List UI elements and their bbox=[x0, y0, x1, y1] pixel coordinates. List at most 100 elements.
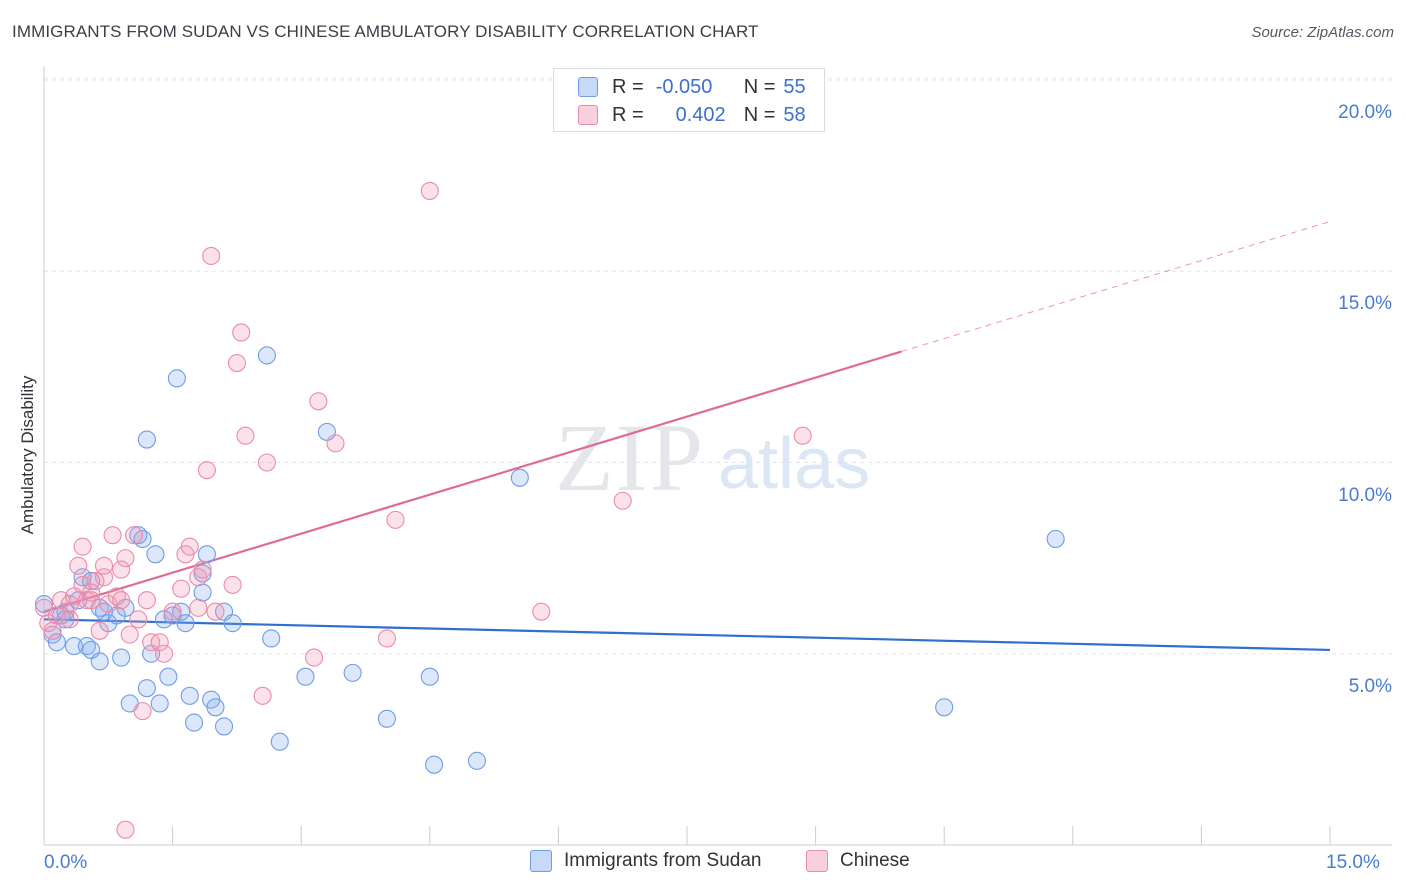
bottom-legend-chinese: Chinese bbox=[806, 850, 910, 872]
point-sudan bbox=[197, 545, 216, 564]
point-chinese bbox=[197, 461, 216, 480]
point-chinese bbox=[120, 625, 139, 644]
trend-line-chinese bbox=[43, 350, 902, 613]
point-chinese bbox=[172, 579, 191, 598]
point-chinese bbox=[163, 602, 182, 621]
point-chinese bbox=[154, 644, 174, 663]
point-sudan bbox=[257, 346, 276, 365]
point-chinese bbox=[94, 556, 114, 575]
point-sudan bbox=[146, 545, 165, 564]
point-sudan bbox=[1046, 529, 1065, 549]
legend-row-sudan: R = -0.050 N = 55 bbox=[554, 73, 806, 101]
legend-r-label-chinese: R = bbox=[612, 103, 644, 126]
legend-swatch-sudan bbox=[578, 77, 598, 97]
x-tick-label-max: 15.0% bbox=[1326, 852, 1380, 873]
watermark-zip: ZIP bbox=[555, 404, 705, 511]
y-tick-label: 15.0% bbox=[1338, 293, 1392, 315]
point-sudan bbox=[184, 713, 204, 732]
point-sudan bbox=[296, 667, 315, 686]
point-chinese bbox=[257, 453, 276, 472]
point-chinese bbox=[112, 591, 131, 610]
point-chinese bbox=[60, 594, 79, 614]
point-chinese bbox=[82, 583, 101, 602]
bottom-legend-label-sudan: Immigrants from Sudan bbox=[564, 850, 762, 871]
point-sudan bbox=[262, 629, 281, 648]
point-chinese bbox=[326, 434, 345, 453]
point-sudan bbox=[206, 698, 225, 717]
point-chinese bbox=[236, 426, 255, 445]
point-sudan bbox=[223, 614, 242, 633]
point-sudan bbox=[270, 732, 289, 751]
x-tick-label-min: 0.0% bbox=[44, 852, 88, 873]
point-sudan bbox=[47, 633, 66, 652]
bottom-legend-swatch-chinese bbox=[806, 850, 828, 872]
point-sudan bbox=[193, 583, 212, 602]
trend-line-sudan bbox=[43, 618, 1331, 652]
point-chinese bbox=[386, 510, 405, 529]
trend-lines bbox=[43, 221, 1331, 652]
point-chinese bbox=[202, 246, 221, 265]
point-sudan bbox=[180, 686, 199, 705]
y-tick-label: 5.0% bbox=[1348, 675, 1392, 697]
point-chinese bbox=[86, 572, 105, 591]
point-chinese bbox=[112, 560, 131, 579]
point-chinese bbox=[90, 621, 109, 640]
point-chinese bbox=[43, 621, 62, 640]
correlation-legend: R = -0.050 N = 55 R = 0.402 N = 58 bbox=[553, 68, 825, 132]
y-tick-label: 20.0% bbox=[1338, 102, 1392, 123]
point-chinese bbox=[309, 392, 328, 411]
point-chinese bbox=[189, 598, 208, 617]
point-chinese bbox=[206, 602, 225, 621]
point-sudan bbox=[176, 614, 195, 633]
point-chinese bbox=[69, 556, 88, 575]
y-tick-label: 10.0% bbox=[1338, 484, 1392, 506]
gridlines bbox=[44, 77, 1392, 655]
point-sudan bbox=[167, 369, 186, 388]
legend-r-value-sudan: -0.050 bbox=[655, 75, 713, 98]
point-sudan bbox=[137, 679, 156, 698]
point-sudan bbox=[510, 468, 529, 487]
point-chinese bbox=[253, 686, 272, 705]
point-chinese bbox=[180, 537, 199, 556]
point-chinese bbox=[420, 181, 439, 200]
point-chinese bbox=[305, 648, 324, 667]
point-chinese bbox=[73, 537, 92, 556]
point-sudan bbox=[137, 430, 156, 449]
legend-n-value-chinese: 58 bbox=[783, 103, 806, 126]
point-chinese bbox=[116, 549, 135, 568]
point-sudan bbox=[34, 594, 54, 614]
legend-row-chinese: R = 0.402 N = 58 bbox=[554, 101, 806, 129]
legend-r-label-sudan: R = bbox=[612, 75, 644, 98]
legend-n-value-sudan: 55 bbox=[783, 75, 806, 98]
point-chinese bbox=[82, 591, 101, 610]
chart-title: IMMIGRANTS FROM SUDAN VS CHINESE AMBULAT… bbox=[12, 22, 759, 41]
point-chinese bbox=[60, 610, 79, 629]
point-sudan bbox=[214, 717, 234, 736]
axes bbox=[43, 66, 1392, 846]
point-chinese bbox=[193, 560, 212, 579]
point-sudan bbox=[343, 663, 362, 682]
point-chinese bbox=[103, 526, 122, 545]
point-sudan bbox=[150, 694, 169, 713]
point-sudan bbox=[133, 529, 152, 549]
point-chinese bbox=[133, 702, 152, 721]
point-chinese bbox=[150, 633, 169, 652]
point-chinese bbox=[532, 602, 551, 621]
bottom-legend-swatch-sudan bbox=[530, 850, 552, 872]
point-chinese bbox=[793, 426, 812, 445]
point-chinese bbox=[137, 591, 156, 610]
point-chinese bbox=[129, 610, 148, 629]
point-sudan bbox=[90, 652, 109, 671]
trend-line-chinese-extension bbox=[901, 221, 1331, 353]
point-sudan bbox=[64, 637, 84, 656]
point-sudan bbox=[467, 751, 487, 770]
point-sudan bbox=[377, 709, 396, 728]
point-sudan bbox=[425, 755, 444, 774]
point-chinese bbox=[124, 526, 144, 545]
point-chinese bbox=[116, 820, 135, 839]
bottom-legend-label-chinese: Chinese bbox=[840, 850, 910, 871]
point-chinese bbox=[377, 629, 396, 648]
data-points bbox=[34, 181, 1065, 839]
bottom-legend-sudan: Immigrants from Sudan bbox=[530, 850, 761, 872]
